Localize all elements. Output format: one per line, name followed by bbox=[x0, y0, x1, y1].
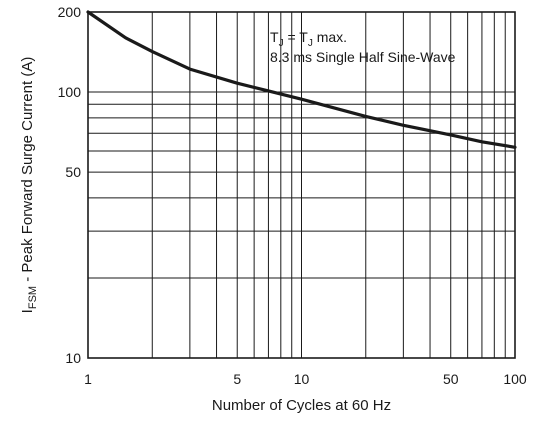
y-axis-label: IFSM - Peak Forward Surge Current (A) bbox=[19, 57, 39, 314]
y-axis-label-subscript: FSM bbox=[27, 286, 39, 309]
y-axis-label-symbol: I bbox=[19, 309, 36, 313]
x-tick-label: 5 bbox=[233, 371, 241, 387]
x-axis-label: Number of Cycles at 60 Hz bbox=[212, 397, 391, 414]
annotation-mid: = T bbox=[284, 29, 309, 45]
x-tick-label: 1 bbox=[84, 371, 92, 387]
annotation-condition-tj: TJ = TJ max. bbox=[270, 29, 347, 49]
annotation-sub2: J bbox=[308, 38, 313, 49]
annotation-condition-waveform: 8.3 ms Single Half Sine-Wave bbox=[270, 49, 456, 65]
series-line bbox=[86, 10, 517, 149]
series-layer bbox=[86, 10, 517, 149]
y-tick-label: 50 bbox=[65, 164, 81, 180]
y-tick-label: 100 bbox=[58, 84, 82, 100]
y-axis-label-text: - Peak Forward Surge Current (A) bbox=[19, 57, 36, 286]
annotation-end: max. bbox=[313, 29, 347, 45]
x-tick-label: 50 bbox=[443, 371, 459, 387]
plot-frame bbox=[87, 11, 516, 359]
annotation-sub1: J bbox=[279, 38, 284, 49]
x-tick-label: 100 bbox=[503, 371, 527, 387]
tick-layer: 1 5 10 50 100 10 50 100 200 bbox=[58, 4, 527, 387]
annotation-t1: T bbox=[270, 29, 279, 45]
y-tick-label: 10 bbox=[65, 350, 81, 366]
y-tick-label: 200 bbox=[58, 4, 82, 20]
x-tick-label: 10 bbox=[294, 371, 310, 387]
